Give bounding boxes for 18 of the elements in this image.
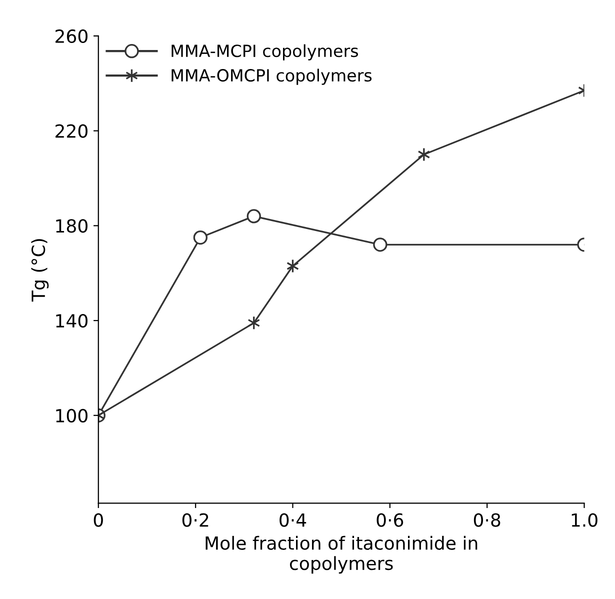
y-tick-label: 140 (56, 314, 88, 328)
x-axis-title: Mole fraction of itaconimide in copolymers (206, 536, 478, 574)
y-tick-label: 100 (56, 408, 88, 423)
legend-label: MMA-OMCPI copolymers (172, 68, 372, 85)
point (193, 230, 208, 245)
x-tick-label: 0 (94, 513, 103, 527)
y-tick-label: 180 (56, 219, 88, 233)
point (246, 209, 261, 224)
x-tick-label: 0·8 (474, 513, 500, 527)
point (373, 238, 388, 252)
x-tick-label: 0·6 (376, 513, 404, 527)
y-tick-label: 260 (56, 29, 88, 44)
legend-label: MMA-MCPI copolymers (172, 44, 358, 60)
x-tick-label: 1.0 (572, 513, 598, 527)
y-tick-label: 220 (56, 124, 88, 138)
x-tick-label: 0·2 (182, 513, 208, 527)
y-axis-title: Tg (°C) (31, 239, 49, 302)
x-tick-label: 0·4 (280, 513, 306, 527)
